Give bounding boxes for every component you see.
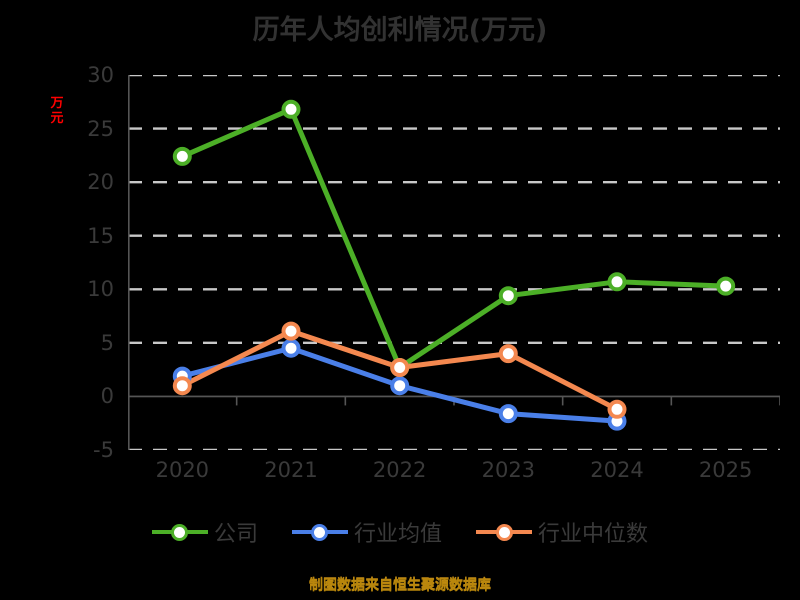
legend-item-1[interactable]: 公司 bbox=[151, 516, 258, 548]
data-point-marker[interactable] bbox=[607, 272, 627, 292]
line-marker-icon bbox=[291, 521, 348, 543]
legend-marker bbox=[311, 523, 329, 541]
data-point-marker[interactable] bbox=[281, 99, 301, 119]
line-marker-icon bbox=[476, 521, 532, 543]
line-marker-icon bbox=[151, 521, 208, 543]
marker-circle[interactable] bbox=[607, 272, 627, 292]
series-line-1 bbox=[179, 106, 729, 370]
y-axis-tick-label: 25 bbox=[87, 116, 114, 141]
marker-circle[interactable] bbox=[498, 344, 518, 364]
marker-circle[interactable] bbox=[498, 404, 518, 424]
marker-circle[interactable] bbox=[390, 376, 410, 396]
x-axis-tick-label: 2025 bbox=[698, 458, 753, 482]
y-axis-tick-label: 15 bbox=[87, 223, 114, 248]
marker-circle[interactable] bbox=[607, 399, 627, 419]
legend-marker bbox=[171, 523, 189, 541]
plot-area bbox=[128, 75, 780, 450]
y-axis-tick-label: 10 bbox=[87, 277, 114, 302]
data-point-marker[interactable] bbox=[607, 399, 627, 419]
legend-label: 行业均值 bbox=[353, 522, 442, 547]
data-point-marker[interactable] bbox=[498, 344, 518, 364]
data-point-marker[interactable] bbox=[390, 376, 410, 396]
legend-label: 行业中位数 bbox=[538, 522, 649, 547]
data-point-marker[interactable] bbox=[390, 358, 410, 377]
data-point-marker[interactable] bbox=[498, 286, 518, 306]
legend-marker bbox=[495, 523, 513, 541]
marker-circle[interactable] bbox=[172, 376, 192, 396]
legend-item-2[interactable]: 行业均值 bbox=[291, 516, 442, 548]
marker-circle[interactable] bbox=[281, 321, 301, 341]
page-title: 历年人均创利情况(万元) bbox=[252, 15, 548, 46]
footer-note-text: 制图数据来自恒生聚源数据库 bbox=[309, 577, 491, 593]
marker-circle[interactable] bbox=[390, 358, 410, 377]
y-axis-title: 万元 bbox=[50, 96, 64, 126]
marker-circle[interactable] bbox=[281, 99, 301, 119]
legend-item-3[interactable]: 行业中位数 bbox=[476, 516, 648, 548]
data-point-marker[interactable] bbox=[716, 276, 736, 296]
x-axis-tick-label: 2022 bbox=[372, 458, 427, 482]
data-point-marker[interactable] bbox=[498, 404, 518, 424]
x-axis-tick-label: 2020 bbox=[155, 458, 210, 482]
data-point-marker[interactable] bbox=[281, 321, 301, 341]
y-axis-tick-label: 20 bbox=[87, 170, 114, 195]
marker-circle[interactable] bbox=[172, 146, 192, 166]
marker-circle[interactable] bbox=[716, 276, 736, 296]
y-axis-tick-label: 5 bbox=[100, 330, 114, 355]
y-axis-tick-label: -5 bbox=[93, 438, 114, 462]
data-point-marker[interactable] bbox=[172, 376, 192, 396]
data-point-marker[interactable] bbox=[281, 338, 301, 358]
chart-canvas bbox=[128, 75, 780, 450]
x-axis-tick-label: 2021 bbox=[264, 458, 318, 482]
legend-label: 公司 bbox=[213, 522, 258, 547]
marker-circle[interactable] bbox=[281, 338, 301, 358]
x-axis-tick-label: 2023 bbox=[481, 458, 536, 482]
y-axis-tick-label: 0 bbox=[100, 384, 114, 409]
chart-legend: 公司 行业均值 行业中位数 bbox=[0, 516, 800, 548]
x-axis-tick-label: 2024 bbox=[590, 458, 644, 482]
footer-note: 制图数据来自恒生聚源数据库 制图数据来自恒生聚源数据库 bbox=[0, 574, 800, 594]
y-axis-tick-label: 30 bbox=[87, 63, 114, 87]
data-point-marker[interactable] bbox=[172, 146, 192, 166]
marker-circle[interactable] bbox=[498, 286, 518, 306]
footer-note-shadow: 制图数据来自恒生聚源数据库 bbox=[309, 578, 491, 594]
